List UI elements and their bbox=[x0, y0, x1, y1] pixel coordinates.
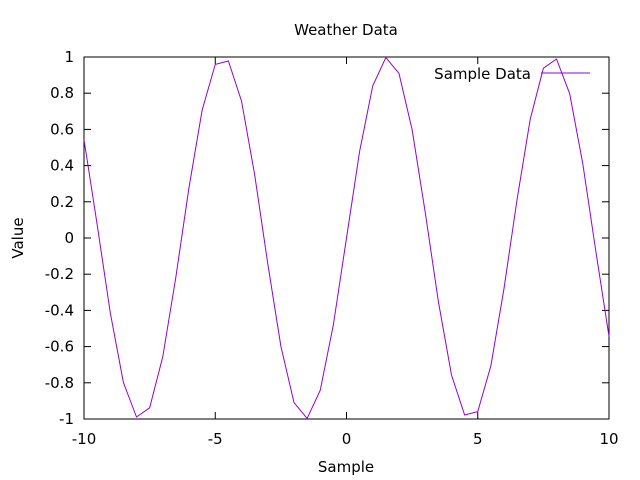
y-tick-label: 1 bbox=[64, 48, 74, 66]
chart-title: Weather Data bbox=[294, 21, 398, 39]
x-tick-label: -5 bbox=[208, 430, 223, 448]
y-tick-label: -0.6 bbox=[45, 338, 74, 356]
y-tick-label: 0.8 bbox=[50, 84, 74, 102]
y-tick-label: 0 bbox=[64, 229, 74, 247]
x-tick-label: 5 bbox=[473, 430, 483, 448]
x-axis-label: Sample bbox=[318, 458, 374, 476]
y-tick-label: -0.2 bbox=[45, 265, 74, 283]
legend: Sample Data bbox=[434, 65, 590, 83]
axis-layer: -10 -5 0 5 10 -1 -0.8 -0.6 -0.4 -0.2 0 0.2 0.4 0.6 0.8… bbox=[45, 48, 619, 448]
y-tick-label: -0.8 bbox=[45, 374, 74, 392]
y-tick-label: 0.2 bbox=[50, 193, 74, 211]
y-axis-label: Value bbox=[9, 217, 27, 258]
x-tick-label: 0 bbox=[342, 430, 352, 448]
x-tick-label: 10 bbox=[599, 430, 618, 448]
y-tick-label: 0.6 bbox=[50, 120, 74, 138]
y-tick-label: -0.4 bbox=[45, 301, 74, 319]
y-tick-label: -1 bbox=[59, 410, 74, 428]
series-line-sample-data bbox=[83, 56, 610, 420]
x-tick-label: -10 bbox=[72, 430, 97, 448]
y-tick-label: 0.4 bbox=[50, 157, 74, 175]
legend-label-sample-data: Sample Data bbox=[434, 65, 531, 83]
series-layer bbox=[83, 56, 610, 420]
